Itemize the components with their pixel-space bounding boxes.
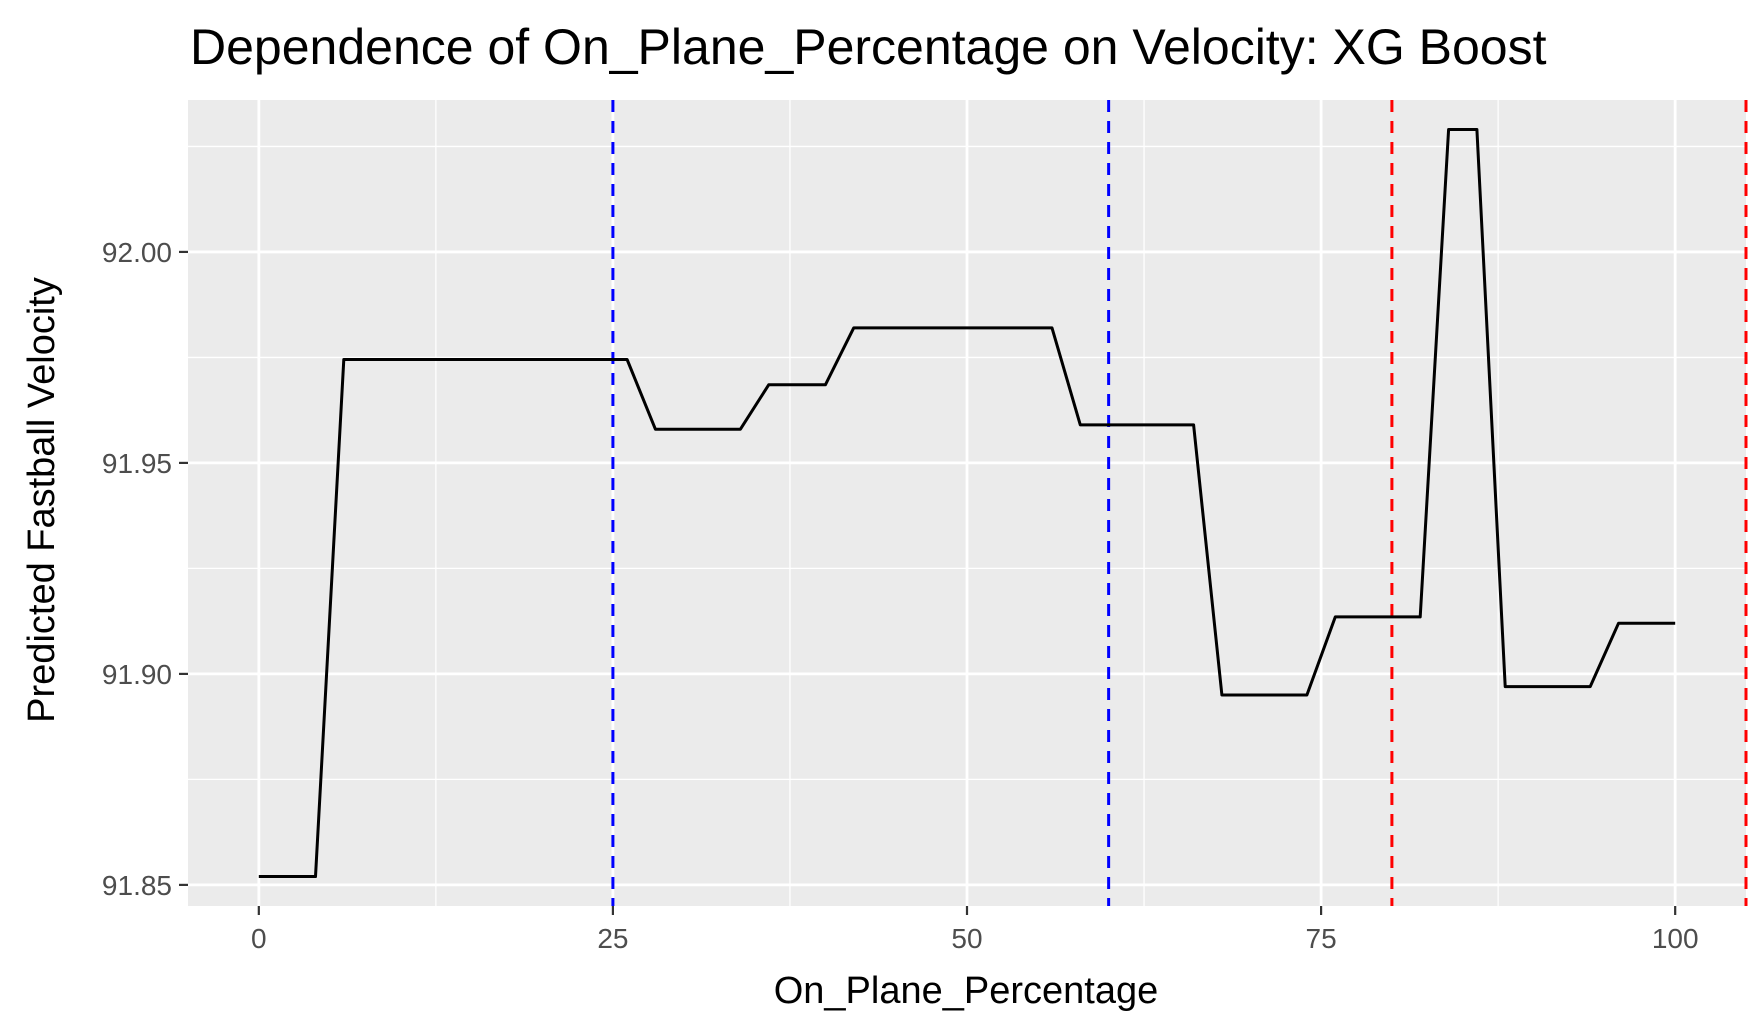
y-tick-label: 92.00 [102,237,172,268]
x-axis-ticks: 0 25 50 75 100 [251,906,1699,954]
y-axis-label: Predicted Fastball Velocity [21,277,63,723]
series-line [258,128,1676,878]
reference-lines [611,100,1748,906]
y-tick-label: 91.90 [102,659,172,690]
x-tick-label: 50 [951,923,982,954]
x-tick-label: 75 [1306,923,1337,954]
y-tick-label: 91.85 [102,870,172,901]
chart-title: Dependence of On_Plane_Percentage on Vel… [190,19,1547,75]
x-tick-label: 0 [251,923,267,954]
y-tick-label: 91.95 [102,448,172,479]
x-tick-label: 100 [1652,923,1699,954]
x-axis-label: On_Plane_Percentage [774,970,1159,1012]
y-axis-ticks: 91.85 91.90 91.95 92.00 [102,237,188,901]
x-tick-label: 25 [597,923,628,954]
data-series [258,128,1676,878]
